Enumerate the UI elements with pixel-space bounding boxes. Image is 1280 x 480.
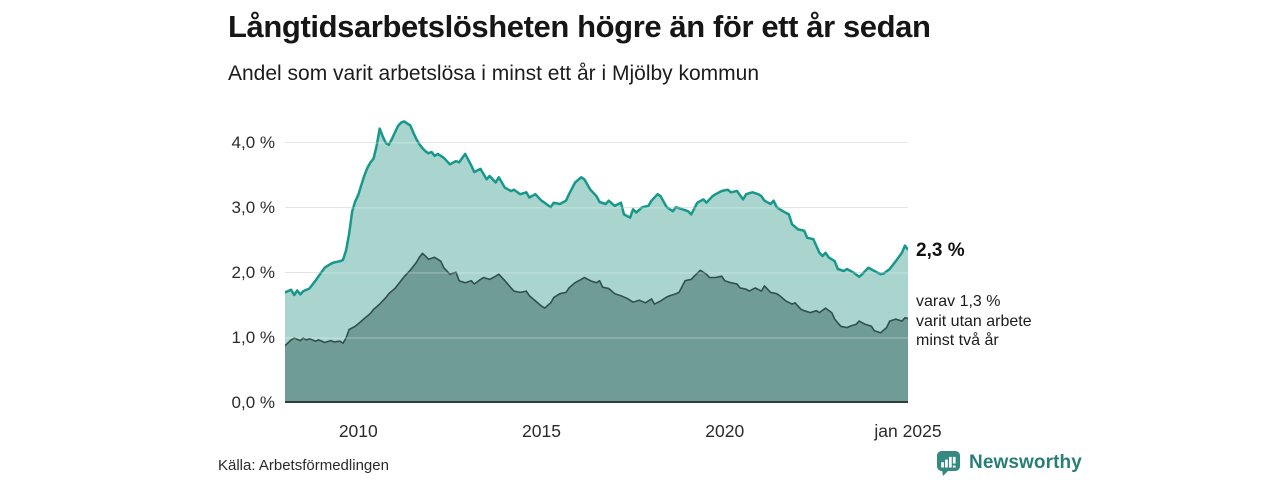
y-axis-tick-label: 1,0 % [231,327,275,347]
gridline [285,142,908,143]
source-note: Källa: Arbetsförmedlingen [218,457,389,474]
series-line-0 [285,120,908,297]
brand-logo: Newsworthy [936,449,1082,477]
annotation-subset-value: varav 1,3 % varit utan arbete minst två … [916,293,1032,349]
y-axis-tick-label: 3,0 % [231,197,275,217]
newsworthy-chart-bubble-icon [936,450,962,477]
y-axis-tick-label: 4,0 % [231,132,275,152]
y-axis-tick-label: 2,0 % [231,262,275,282]
annotation-total-value: 2,3 % [916,240,965,261]
x-axis-tick-label: 2020 [705,421,745,441]
chart-svg [285,120,908,403]
x-axis-tick-label: 2010 [338,421,378,441]
page-subtitle: Andel som varit arbetslösa i minst ett å… [228,62,760,85]
series-line-1 [285,252,908,347]
series-area-1 [285,253,908,403]
y-axis-tick-label: 0,0 % [231,393,275,412]
x-axis-tick-label: jan 2025 [874,421,942,441]
page-title: Långtidsarbetslösheten högre än för ett … [228,9,931,44]
chart-plot-area [285,111,908,403]
x-axis-tick-label: 2015 [522,421,561,441]
brand-name: Newsworthy [969,452,1082,473]
